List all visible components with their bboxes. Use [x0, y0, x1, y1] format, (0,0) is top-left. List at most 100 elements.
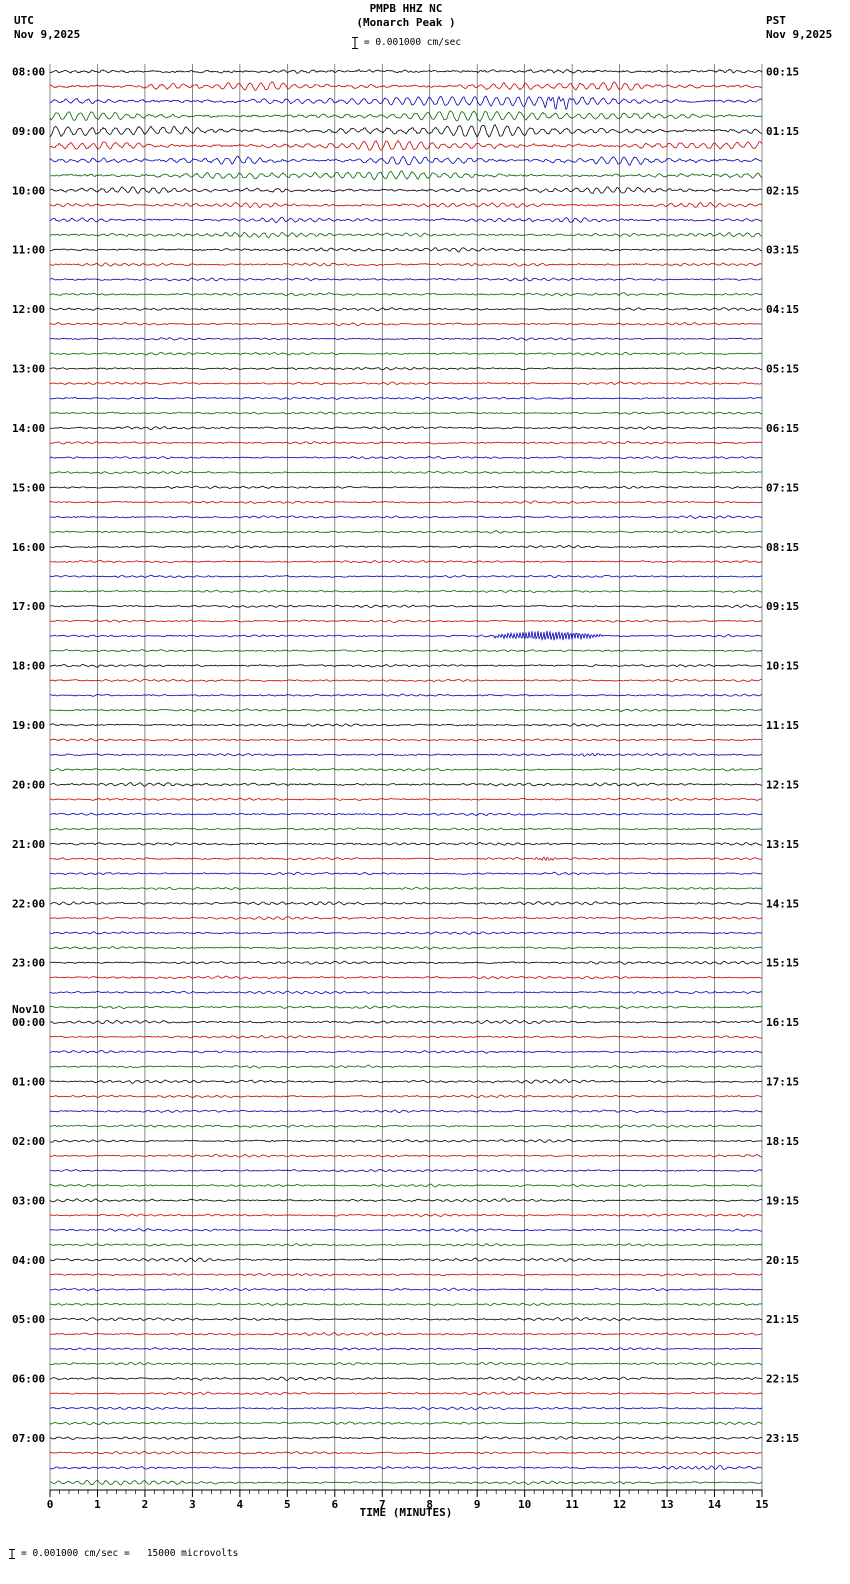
seismogram-trace: [49, 960, 762, 965]
seismogram-trace: [49, 1124, 763, 1128]
seismogram-trace: [49, 1421, 763, 1426]
pst-hour-label: 05:15: [766, 363, 799, 376]
x-tick-label: 9: [474, 1498, 481, 1511]
utc-hour-label: 15:00: [12, 481, 45, 494]
x-tick-label: 10: [518, 1498, 531, 1511]
pst-hour-label: 08:15: [766, 541, 799, 554]
seismogram-trace: [49, 842, 763, 846]
seismogram-trace: [49, 1287, 763, 1292]
seismogram-trace: [49, 262, 763, 267]
x-tick-label: 2: [142, 1498, 149, 1511]
seismogram-trace: [49, 530, 762, 534]
utc-hour-label: 07:00: [12, 1432, 45, 1445]
seismogram-trace: [49, 1332, 762, 1336]
pst-hour-label: 11:15: [766, 719, 799, 732]
seismogram-trace: [49, 1436, 763, 1440]
seismogram-trace: [49, 396, 763, 400]
seismogram-trace: [49, 1450, 763, 1455]
utc-hour-label: 06:00: [12, 1373, 45, 1386]
utc-hour-label: 04:00: [12, 1254, 45, 1267]
seismogram-trace: [49, 574, 763, 579]
utc-hour-label: 23:00: [12, 957, 45, 970]
pst-hour-label: 16:15: [766, 1016, 799, 1029]
seismogram-trace: [49, 738, 763, 742]
seismogram-trace: [49, 723, 763, 727]
utc-hour-label: 05:00: [12, 1313, 45, 1326]
pst-hour-label: 12:15: [766, 778, 799, 791]
seismogram-trace: [49, 1109, 763, 1114]
utc-hour-label: 16:00: [12, 541, 45, 554]
utc-hour-label: 19:00: [12, 719, 45, 732]
seismogram-trace: [49, 1391, 763, 1396]
seismogram-trace: [49, 1183, 763, 1188]
pst-hour-label: 22:15: [766, 1373, 799, 1386]
x-tick-label: 11: [566, 1498, 580, 1511]
seismogram-trace: [49, 797, 763, 801]
scale-bar-icon: [351, 37, 358, 49]
seismogram-trace: [49, 381, 763, 386]
seismogram-trace: [49, 231, 763, 238]
seismogram-trace: [49, 292, 763, 297]
utc-date: Nov 9,2025: [14, 28, 81, 41]
seismogram-trace: [49, 155, 763, 166]
seismogram-trace: [49, 1169, 763, 1173]
seismogram-trace: [49, 1376, 763, 1381]
seismogram-trace: [49, 1464, 763, 1470]
seismogram-trace: [49, 856, 763, 861]
seismogram-trace: [49, 1302, 763, 1307]
seismogram-trace: [49, 470, 762, 475]
seismogram-trace: [49, 441, 763, 445]
seismogram-trace: [49, 589, 763, 593]
pst-hour-label: 01:15: [766, 125, 799, 138]
x-tick-label: 6: [331, 1498, 338, 1511]
seismogram-trace: [49, 186, 763, 195]
seismogram-trace: [49, 753, 762, 757]
pst-date: Nov 9,2025: [766, 28, 833, 41]
seismogram-trace: [49, 1050, 763, 1054]
station-title: PMPB HHZ NC: [369, 2, 443, 15]
seismogram-trace: [49, 1479, 763, 1486]
seismogram-trace: [50, 426, 763, 430]
utc-hour-label: 09:00: [12, 125, 45, 138]
seismogram-trace: [49, 1035, 763, 1039]
seismogram-trace: [49, 95, 763, 111]
seismogram-trace: [49, 515, 763, 519]
utc-hour-label: 18:00: [12, 660, 45, 673]
pst-hour-label: 13:15: [766, 838, 799, 851]
x-tick-label: 13: [660, 1498, 673, 1511]
seismogram-trace: [49, 202, 763, 209]
x-tick-label: 4: [237, 1498, 244, 1511]
seismogram-trace: [49, 500, 763, 504]
seismogram-trace: [49, 886, 763, 891]
x-tick-label: 3: [189, 1498, 196, 1511]
pst-hour-label: 07:15: [766, 481, 799, 494]
utc-hour-label: 01:00: [12, 1076, 45, 1089]
seismogram-trace: [49, 931, 763, 935]
utc-hour-label: 14:00: [12, 422, 45, 435]
seismogram-trace: [49, 247, 763, 253]
seismogram-trace: [49, 337, 763, 341]
seismogram-trace: [49, 708, 762, 712]
station-subtitle: (Monarch Peak ): [356, 16, 456, 29]
pst-timezone-label: PST: [766, 14, 786, 27]
x-axis-title: TIME (MINUTES): [359, 1506, 453, 1519]
utc-hour-label: 03:00: [12, 1194, 45, 1207]
seismogram-trace: [49, 81, 763, 91]
pst-hour-label: 10:15: [766, 660, 799, 673]
seismogram-trace: [49, 767, 763, 772]
scale-bar-icon: [9, 1549, 15, 1559]
pst-hour-label: 23:15: [766, 1432, 799, 1445]
seismogram-trace: [49, 1228, 763, 1232]
seismogram-trace: [49, 411, 763, 415]
seismogram-trace: [49, 946, 763, 950]
pst-hour-label: 06:15: [766, 422, 799, 435]
utc-date-break-label: Nov10: [12, 1003, 45, 1016]
seismogram-trace: [49, 604, 763, 609]
scale-text: = 0.001000 cm/sec: [363, 37, 462, 48]
x-tick-label: 12: [613, 1498, 626, 1511]
seismogram-trace: [49, 1257, 763, 1263]
seismogram-trace: [49, 351, 763, 356]
